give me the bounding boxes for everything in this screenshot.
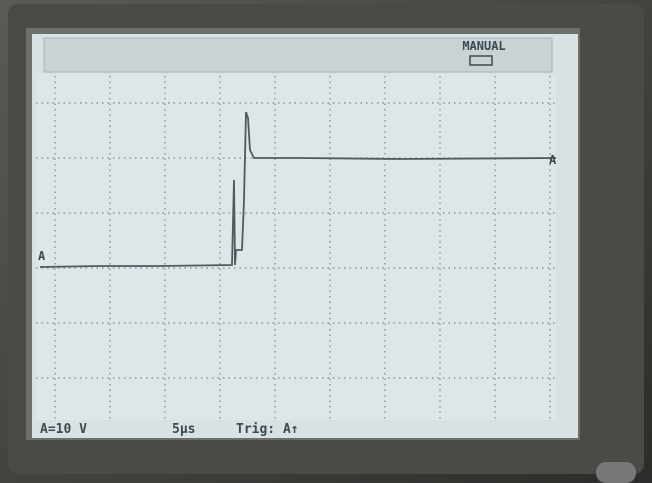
graticule-area bbox=[36, 74, 556, 420]
battery-icon bbox=[469, 55, 493, 66]
marker-left: A bbox=[38, 249, 46, 263]
timebase-readout: 5µs bbox=[172, 422, 195, 437]
trigger-readout: Trig: A↑ bbox=[236, 422, 299, 437]
scale-readout: A=10 V bbox=[40, 422, 87, 437]
header-bar bbox=[43, 37, 553, 73]
graticule bbox=[36, 76, 556, 420]
waveform bbox=[39, 111, 557, 268]
mode-label: MANUAL bbox=[462, 39, 505, 53]
marker-right: A bbox=[549, 153, 557, 167]
knob bbox=[596, 462, 636, 483]
